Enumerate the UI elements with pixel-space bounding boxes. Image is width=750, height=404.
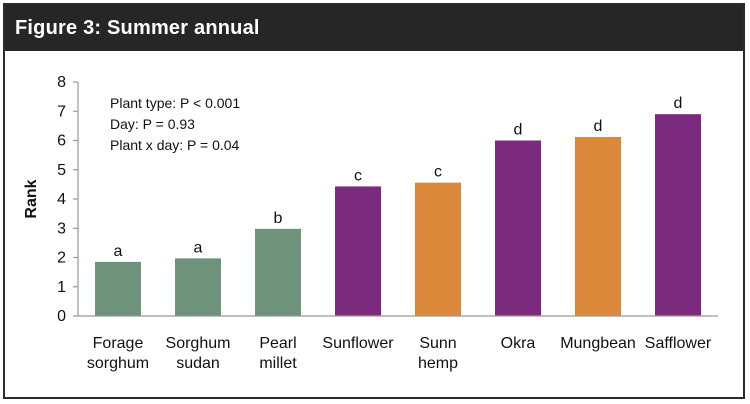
- stats-line: Plant x day: P = 0.04: [110, 137, 240, 153]
- stats-line: Day: P = 0.93: [110, 116, 195, 132]
- y-tick-label: 7: [57, 103, 66, 120]
- y-tick-label: 1: [57, 279, 66, 296]
- y-tick-label: 3: [57, 220, 66, 237]
- bar-significance-label: d: [514, 122, 523, 139]
- x-category-label: Sunn: [419, 335, 456, 352]
- bar: [575, 136, 621, 316]
- bar-significance-label: d: [594, 118, 603, 135]
- bar: [415, 182, 461, 316]
- x-category-label: Sorghum: [166, 335, 231, 352]
- bar-significance-label: d: [674, 95, 683, 112]
- x-category-label: sudan: [176, 355, 220, 372]
- figure-title: Figure 3: Summer annual: [5, 5, 743, 51]
- stats-annotation: Plant type: P < 0.001 Day: P = 0.93 Plant …: [110, 95, 240, 153]
- y-axis: 0 1 2 3 4 5 6 7 8: [57, 74, 79, 325]
- bar: [255, 228, 301, 316]
- bar: [495, 140, 541, 316]
- y-tick-label: 4: [57, 191, 66, 208]
- y-tick-label: 5: [57, 162, 66, 179]
- x-category-label: Mungbean: [560, 335, 636, 352]
- bar-significance-label: c: [434, 164, 442, 181]
- x-axis: Forage sorghum Sorghum sudan Pearl millet Sunf…: [78, 315, 718, 372]
- y-tick-label: 2: [57, 250, 66, 267]
- y-tick-label: 6: [57, 133, 66, 150]
- bar: [95, 261, 141, 316]
- bar-significance-label: b: [274, 210, 283, 227]
- x-category-label: Pearl: [259, 335, 296, 352]
- bar-significance-label: c: [354, 167, 362, 184]
- x-category-label: millet: [259, 355, 297, 372]
- stats-line: Plant type: P < 0.001: [110, 95, 240, 111]
- x-category-label: Safflower: [645, 335, 712, 352]
- x-category-label: Forage: [93, 335, 144, 352]
- figure-frame: Figure 3: Summer annual: [3, 3, 745, 399]
- y-tick-label: 8: [57, 74, 66, 91]
- y-axis-title: Rank: [23, 179, 40, 218]
- x-category-label: Okra: [501, 335, 536, 352]
- x-category-label: hemp: [418, 355, 458, 372]
- bar-significance-label: a: [194, 239, 203, 256]
- bar-significance-label: a: [114, 243, 123, 260]
- x-category-label: sorghum: [87, 355, 149, 372]
- bars: a a b c c d d d: [95, 95, 701, 316]
- bar: [175, 258, 221, 316]
- bar: [335, 186, 381, 316]
- x-category-label: Sunflower: [322, 335, 394, 352]
- y-tick-label: 0: [57, 308, 66, 325]
- bar: [655, 114, 701, 316]
